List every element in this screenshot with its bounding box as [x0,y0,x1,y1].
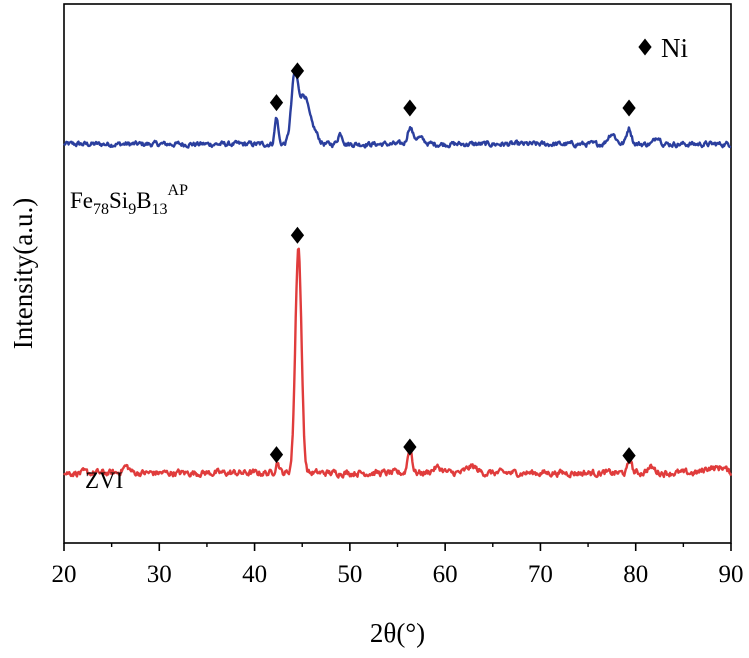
series-label-part: B [136,188,151,213]
series-label-part: ZVI [85,468,123,493]
series-label-part: 78 [93,201,109,218]
y-axis-title: Intensity(a.u.) [8,198,38,349]
legend-label: Ni [661,33,688,63]
x-tick-label: 80 [623,561,648,588]
axis-layer: 20 30 40 50 60 70 80 90 2θ(°) Intensity(a.u.) [8,198,744,648]
ni-peak-marker [269,94,284,112]
ni-peak-marker [269,446,284,464]
x-axis-title: 2θ(°) [370,618,425,648]
x-tick-label: 70 [528,561,553,588]
series-label-part: Si [109,188,128,213]
ni-peak-marker [622,99,636,117]
x-tick-label: 40 [242,561,267,588]
label-layer: Ni Fe78Si9B13AP ZVI [70,33,688,493]
ni-peak-marker [290,226,305,244]
series-layer [63,69,733,479]
ni-peak-marker [403,99,417,117]
x-tick-label: 30 [147,561,172,588]
series-line-zvi [63,247,733,479]
series-label-part: AP [168,182,189,199]
x-tick-label: 20 [52,561,77,588]
ni-peak-marker [403,438,417,456]
series-label-part: Fe [70,188,93,213]
series-line-fe78si9b13ap [63,69,732,149]
x-tick-label: 60 [433,561,458,588]
ni-peak-marker [290,62,305,80]
series-label-part: 9 [128,201,136,218]
series-label-part: 13 [152,201,168,218]
legend-diamond-icon [638,38,652,56]
series-label-zvi: ZVI [85,468,123,493]
x-tick-label: 90 [719,561,744,588]
x-tick-label: 50 [337,561,362,588]
peak-marker-layer [269,62,636,465]
series-label-fe78si9b13ap: Fe78Si9B13AP [70,182,188,218]
ni-peak-marker [622,447,636,465]
